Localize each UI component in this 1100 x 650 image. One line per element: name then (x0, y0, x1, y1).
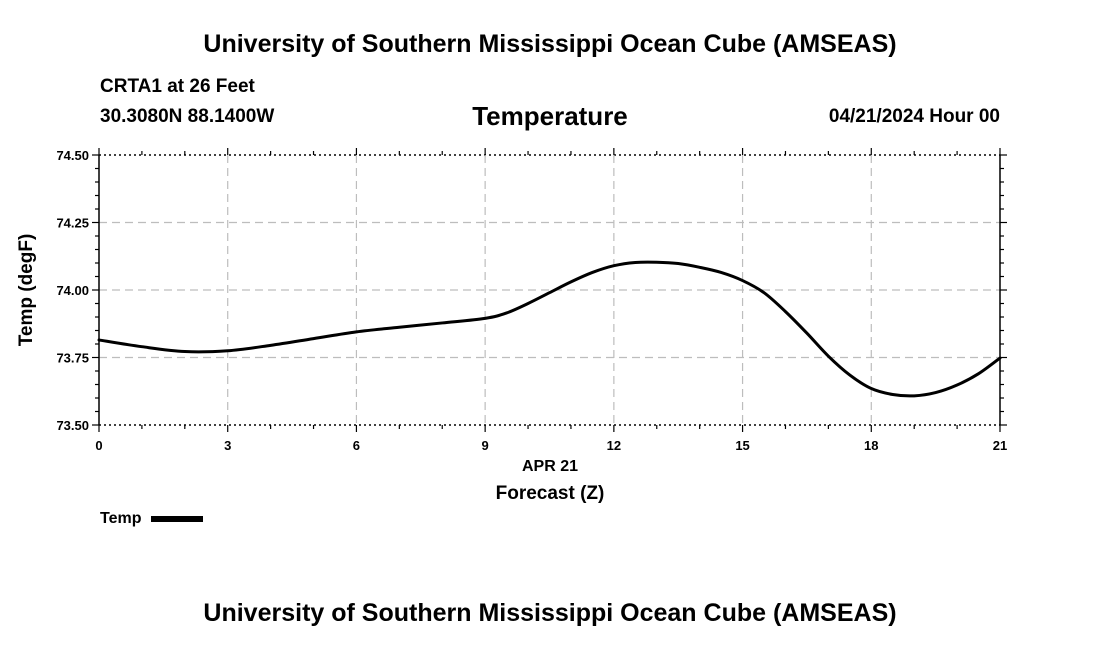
x-tick-label: 9 (482, 438, 489, 453)
legend: Temp (100, 510, 204, 528)
x-tick-label: 21 (993, 438, 1007, 453)
station-coordinates: 30.3080N 88.1400W (100, 106, 275, 127)
y-tick-label: 74.25 (56, 216, 89, 231)
y-tick-label: 73.75 (56, 351, 89, 366)
legend-label: Temp (100, 510, 142, 527)
x-tick-label: 15 (735, 438, 749, 453)
date-label: APR 21 (521, 458, 579, 475)
chart-title: Temperature (472, 101, 628, 131)
legend-swatch (151, 516, 204, 522)
axes (92, 148, 1007, 432)
x-tick-label: 6 (353, 438, 360, 453)
y-axis-label: Temp (degF) (16, 233, 37, 347)
station-label: CRTA1 at 26 Feet (100, 76, 255, 97)
x-tick-label: 12 (607, 438, 621, 453)
tick-labels: 73.50 73.75 74.00 74.25 74.50 0 3 6 9 12 15 18 21 (56, 148, 1007, 453)
x-tick-label: 18 (864, 438, 878, 453)
x-axis-label: Forecast (Z) (495, 483, 605, 504)
y-tick-label: 74.00 (56, 283, 89, 298)
temp-series-line (97, 260, 1002, 398)
grid-lines (99, 154, 1000, 426)
forecast-datetime: 04/21/2024 Hour 00 (828, 106, 1000, 127)
series-layer (97, 260, 1002, 398)
x-tick-label: 0 (95, 438, 102, 453)
y-tick-label: 74.50 (56, 148, 89, 163)
x-tick-label: 3 (224, 438, 231, 453)
y-tick-label: 73.50 (56, 418, 89, 433)
bottom-title: University of Southern Mississippi Ocean… (203, 599, 897, 627)
top-title: University of Southern Mississippi Ocean… (203, 30, 897, 58)
